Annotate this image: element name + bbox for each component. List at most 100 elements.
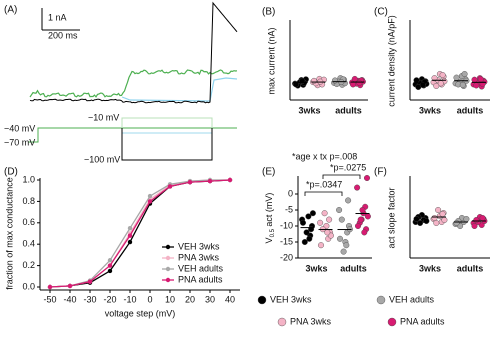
dot: [477, 76, 484, 83]
x-tick-label: 0: [147, 294, 152, 304]
legend-marker: [277, 317, 287, 327]
dot: [439, 210, 446, 217]
legend-label: VEH adults: [389, 294, 435, 304]
dot: [354, 184, 361, 191]
dot: [473, 82, 480, 89]
dot: [311, 77, 318, 84]
y-axis-label: current density (nA/pF): [386, 15, 396, 107]
dot: [300, 219, 307, 226]
dot: [433, 219, 440, 226]
x-tick-label: 40: [225, 294, 235, 304]
dot: [471, 222, 478, 229]
y-label-part: act (mV): [264, 193, 274, 230]
legend-label: VEH adults: [178, 263, 224, 273]
point: [147, 199, 153, 204]
legend-marker: [165, 277, 171, 283]
y-axis-label: fraction of max conductance: [4, 177, 14, 290]
bracket: [304, 191, 343, 196]
dot: [453, 74, 460, 81]
annotation: *age x tx p=.008: [292, 151, 357, 161]
dot: [318, 242, 325, 249]
y-tick-label: -15: [280, 236, 293, 246]
y-axis-label: max current (nA): [266, 27, 276, 94]
panel-a: [28, 1, 238, 161]
dot: [357, 216, 364, 223]
dot: [473, 216, 480, 223]
dot: [343, 242, 350, 249]
dot: [364, 174, 371, 181]
x-tick-label: 20: [185, 294, 195, 304]
x-tick-label: 3wks: [298, 105, 320, 115]
dot: [306, 235, 313, 242]
dot: [340, 248, 347, 255]
point: [107, 268, 113, 274]
legend-label: VEH 3wks: [178, 241, 220, 251]
panel-label: (B): [262, 7, 275, 18]
y-label-sub: 0.5: [270, 228, 276, 237]
dot: [423, 217, 430, 224]
voltage-label: −100 mV: [84, 154, 120, 164]
x-tick-label: 30: [205, 294, 215, 304]
legend-marker: [257, 295, 267, 305]
y-label-part: V: [264, 237, 274, 243]
dot: [439, 72, 446, 79]
dot: [461, 70, 468, 77]
point: [187, 179, 193, 185]
point: [107, 258, 113, 263]
x-tick-label: -30: [83, 294, 96, 304]
annotation: *p=.0347: [306, 179, 342, 189]
dot: [345, 197, 352, 204]
x-tick-label: adults: [457, 263, 484, 273]
dot: [435, 206, 442, 213]
x-axis-label: voltage step (mV): [105, 308, 176, 318]
x-tick-label: -40: [63, 294, 76, 304]
point: [127, 239, 133, 245]
voltage-step: [121, 128, 213, 161]
dot: [324, 229, 331, 236]
legend-marker: [165, 266, 171, 272]
dot: [317, 219, 324, 226]
dot: [431, 214, 438, 221]
x-tick-label: adults: [340, 263, 367, 273]
x-tick-label: 3wks: [305, 263, 327, 273]
dot: [332, 77, 339, 84]
dot: [359, 206, 366, 213]
voltage-step: [28, 127, 237, 143]
dot: [321, 210, 328, 217]
dot: [301, 238, 308, 245]
dot: [336, 206, 343, 213]
x-tick-label: 3wks: [419, 105, 441, 115]
dot: [309, 210, 316, 217]
dot: [305, 213, 312, 220]
dot: [437, 80, 444, 87]
voltage-label: −10 mV: [88, 112, 119, 122]
x-tick-label: -50: [43, 294, 56, 304]
dot: [337, 235, 344, 242]
x-tick-label: -20: [103, 294, 116, 304]
significance-brackets: [304, 174, 361, 196]
dot: [356, 79, 363, 86]
legend-label: PNA 3wks: [178, 252, 220, 262]
legend-label: PNA 3wks: [290, 316, 332, 326]
point: [167, 184, 173, 189]
series-line: [49, 179, 231, 288]
dot: [355, 222, 362, 229]
x-tick-label: adults: [335, 105, 362, 115]
dot: [413, 77, 420, 84]
legend-label: PNA adults: [400, 316, 445, 326]
bracket: [322, 174, 361, 179]
dot: [417, 219, 424, 226]
panel-label: (D): [4, 167, 18, 178]
point: [127, 233, 133, 238]
legend-marker: [387, 317, 397, 327]
dot: [471, 76, 478, 83]
voltage-label: −70 mV: [4, 137, 35, 147]
point: [87, 279, 93, 284]
y-axis-label: act slope factor: [386, 187, 396, 248]
dot: [463, 215, 470, 222]
panel-label: (F): [374, 167, 387, 178]
y-tick-label: 0.0: [22, 281, 35, 291]
dot: [479, 214, 486, 221]
scale-label: 1 nA: [48, 12, 67, 22]
